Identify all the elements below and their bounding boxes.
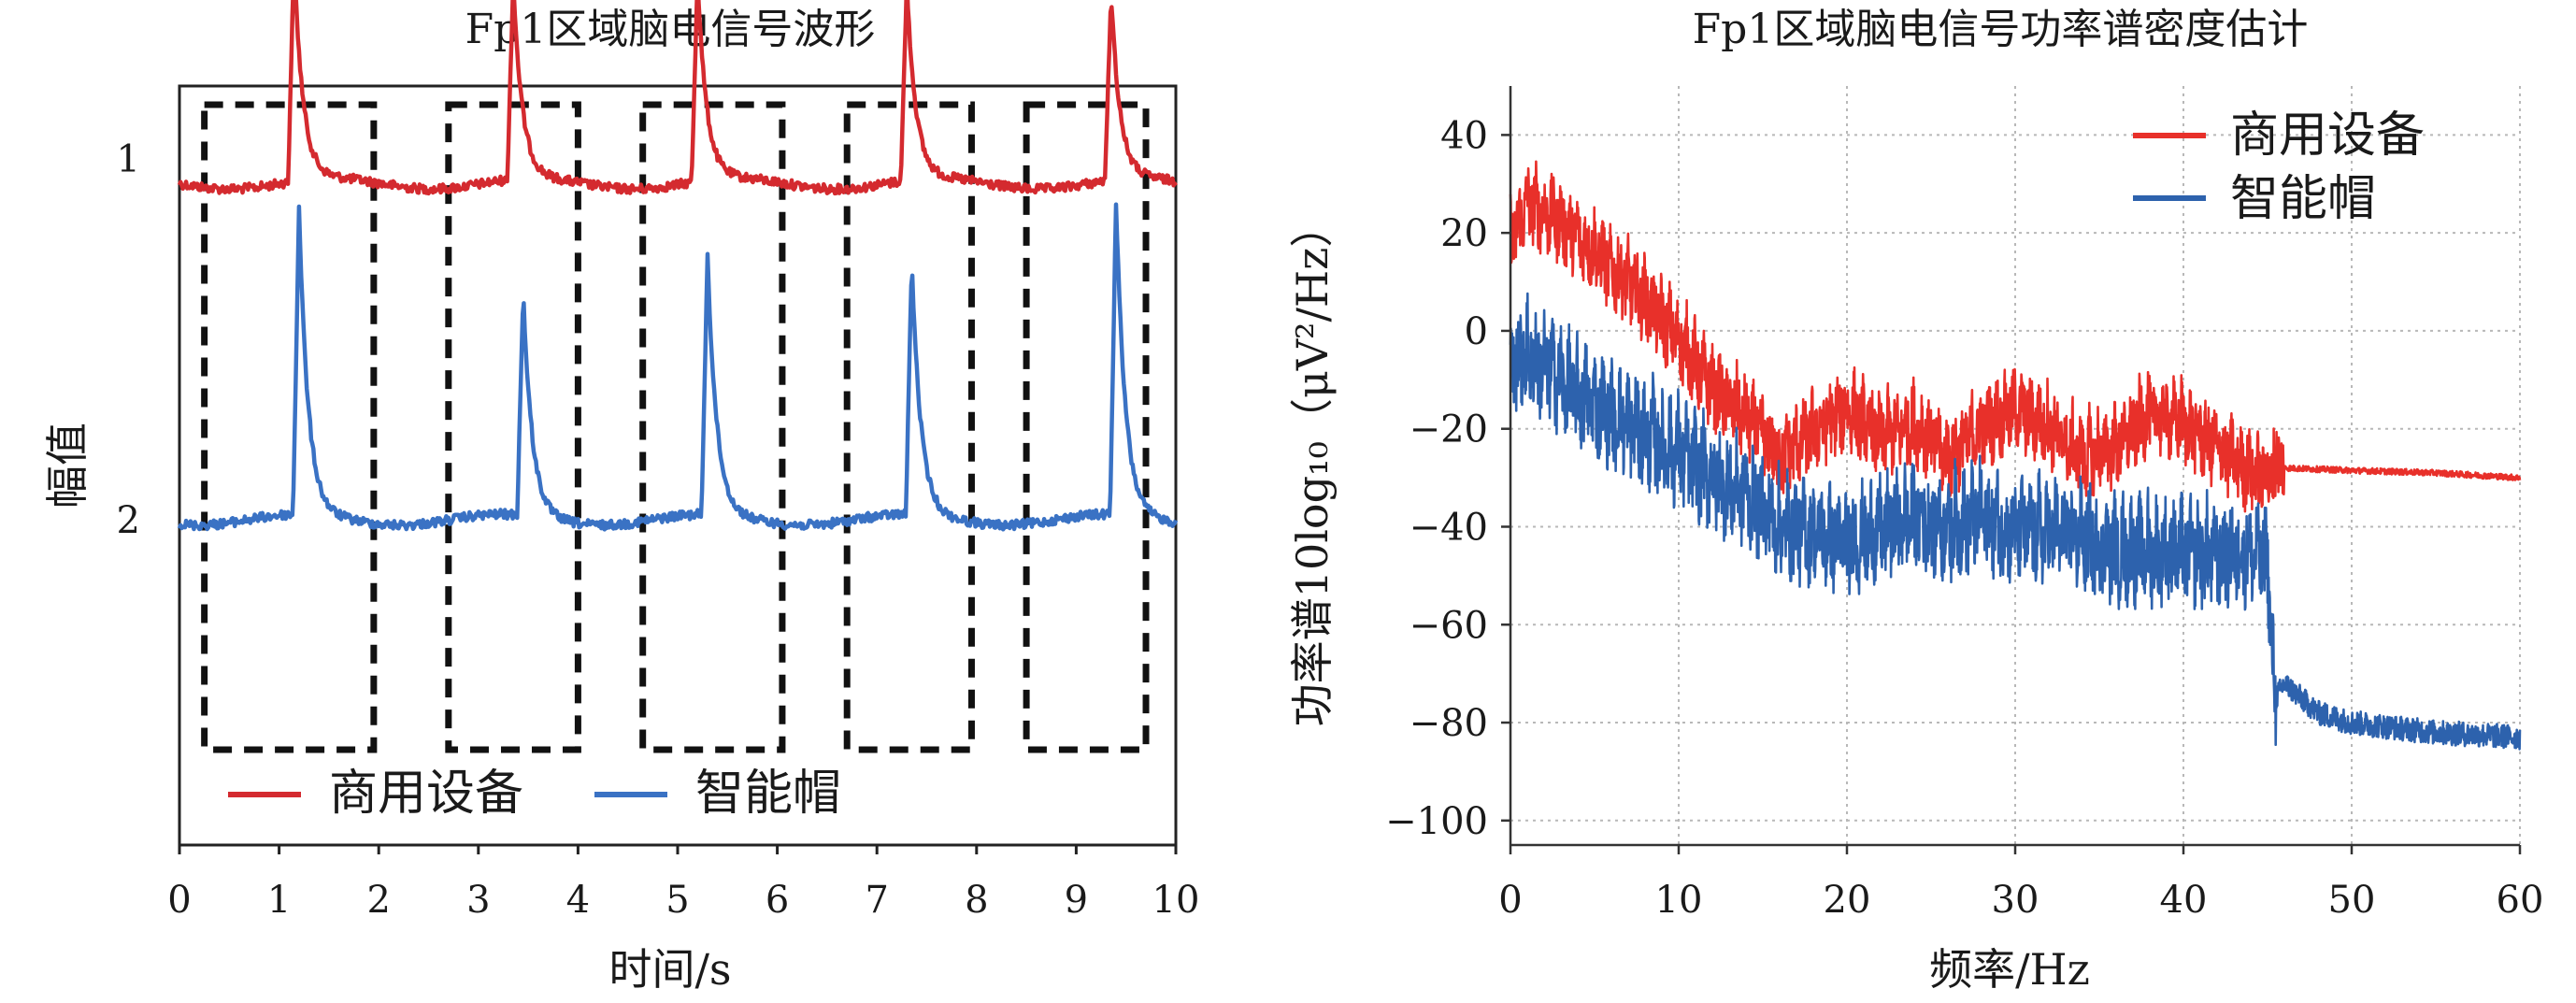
x-tick-label: 8 [965, 879, 988, 922]
y-tick-label: 0 [1465, 310, 1488, 353]
x-tick-label: 50 [2328, 879, 2376, 922]
highlight-window [639, 101, 786, 753]
waveform-chart: Fp1区域脑电信号波形 12 0 1 2 3 4 5 6 7 8 9 10 时间/s 幅值 商用设备… [42, 0, 1199, 995]
psd-x-axis-label: 频率/Hz [1929, 944, 2090, 995]
legend-label-smart-cap: 智能帽 [695, 766, 841, 822]
waveform-y-axis-label: 幅值 [42, 423, 93, 509]
x-tick-label: 60 [2497, 879, 2544, 922]
highlight-window [843, 101, 975, 753]
psd-series-commercial-line [1509, 160, 2522, 513]
psd-series [1509, 160, 2522, 751]
highlight-window [1023, 101, 1150, 753]
waveform-plot-frame [178, 84, 1178, 847]
series-commercial-line [177, 0, 1178, 196]
x-tick-label: 6 [766, 879, 789, 922]
legend-label-smart-cap: 智能帽 [2230, 171, 2376, 227]
highlight-windows [201, 101, 1150, 753]
y-tick-label: 40 [1440, 114, 1488, 157]
x-tick-label: 7 [865, 879, 888, 922]
x-tick-label: 5 [665, 879, 689, 922]
y-tick-label: −60 [1410, 604, 1488, 647]
psd-series-smart-cap-line [1509, 292, 2522, 751]
x-tick-label: 2 [366, 879, 390, 922]
y-tick-label: −40 [1410, 506, 1488, 549]
psd-y-ticks: 40 20 0 −20 −40 −60 −80 −100 [1385, 114, 1510, 843]
psd-chart: Fp1区域脑电信号功率谱密度估计 40 20 0 −20 −40 −60 −80 −100 0… [1287, 6, 2543, 995]
waveform-chart-title: Fp1区域脑电信号波形 [465, 6, 876, 53]
x-tick-label: 30 [1992, 879, 2039, 922]
highlight-window [445, 101, 581, 753]
x-tick-label: 3 [466, 879, 490, 922]
waveform-y-ticks: 12 [117, 137, 140, 542]
y-tick-label: −80 [1410, 702, 1488, 745]
y-tick-label: 1 [117, 137, 140, 180]
x-tick-label: 10 [1152, 879, 1200, 922]
x-tick-label: 9 [1065, 879, 1088, 922]
y-tick-label: 2 [117, 499, 140, 542]
x-tick-label: 10 [1655, 879, 1703, 922]
y-tick-label: −20 [1410, 408, 1488, 451]
waveform-series [177, 0, 1179, 532]
y-tick-label: 20 [1440, 212, 1488, 255]
highlight-window [201, 101, 378, 753]
x-tick-label: 0 [167, 879, 191, 922]
legend-label-commercial: 商用设备 [329, 766, 523, 822]
psd-y-axis-label: 功率谱10log₁₀（μV²/Hz） [1287, 205, 1338, 727]
x-tick-label: 4 [566, 879, 590, 922]
series-smart-cap-line [177, 202, 1179, 532]
psd-legend: 商用设备 智能帽 [2133, 107, 2425, 227]
x-tick-label: 40 [2160, 879, 2208, 922]
waveform-x-axis-label: 时间/s [608, 944, 731, 995]
legend-label-commercial: 商用设备 [2230, 107, 2425, 164]
y-tick-label: −100 [1385, 800, 1488, 843]
psd-x-ticks: 0 10 20 30 40 50 60 [1498, 845, 2543, 922]
waveform-x-ticks: 0 1 2 3 4 5 6 7 8 9 10 [167, 845, 1199, 922]
psd-chart-title: Fp1区域脑电信号功率谱密度估计 [1693, 6, 2309, 53]
x-tick-label: 0 [1498, 879, 1522, 922]
x-tick-label: 20 [1824, 879, 1871, 922]
waveform-legend: 商用设备 智能帽 [228, 766, 841, 822]
x-tick-label: 1 [267, 879, 291, 922]
